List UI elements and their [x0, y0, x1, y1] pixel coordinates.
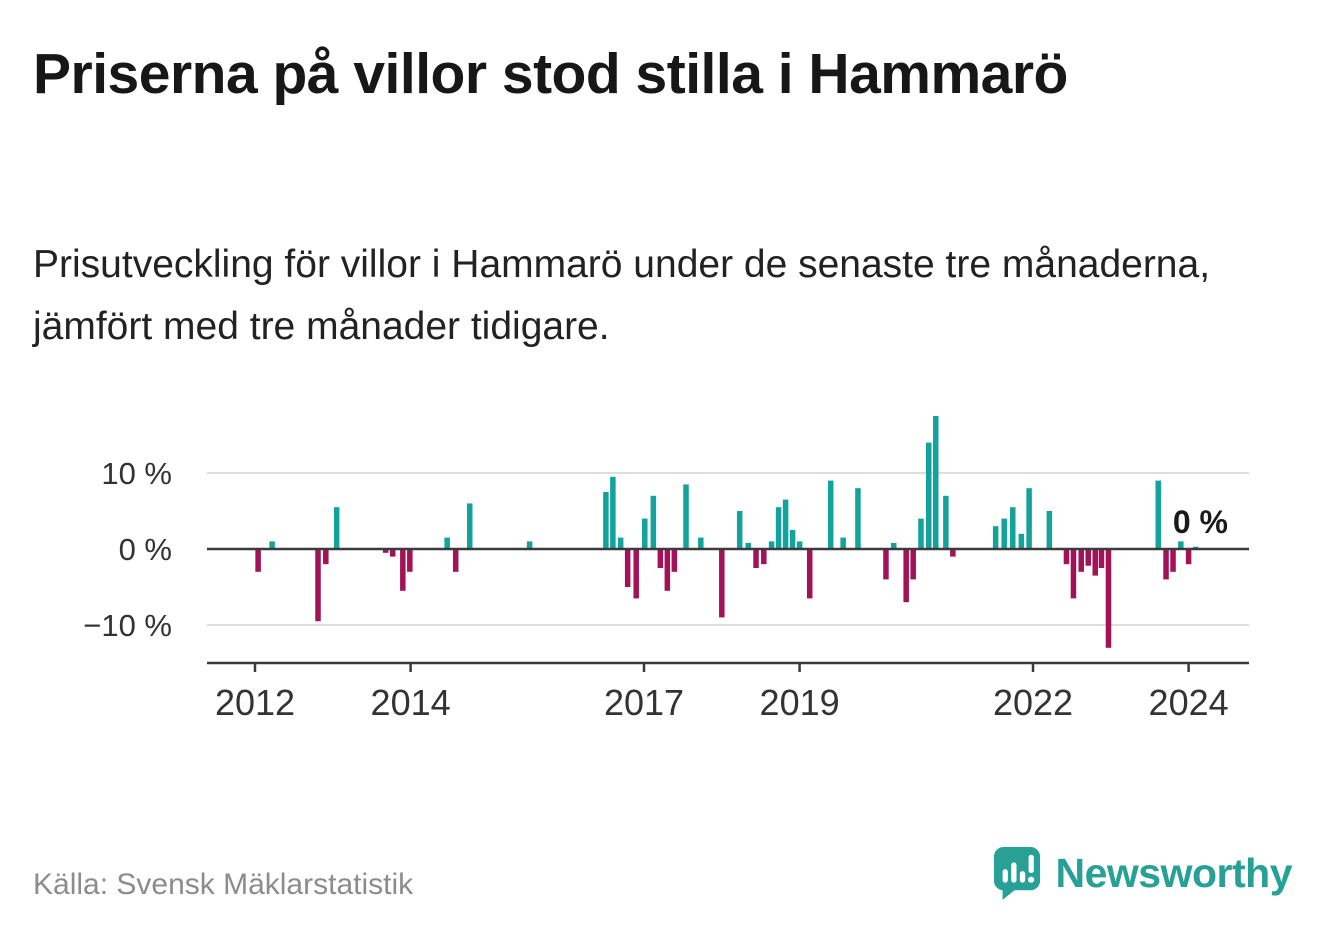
bar — [255, 549, 261, 572]
y-tick-label: 10 % — [101, 456, 172, 491]
bar — [768, 541, 775, 549]
bar — [761, 549, 767, 565]
bar — [1105, 549, 1112, 648]
bar — [992, 526, 999, 549]
bar — [745, 542, 752, 549]
bar — [782, 499, 789, 549]
bar — [1178, 541, 1184, 549]
x-tick-label: 2022 — [993, 682, 1073, 723]
bar — [1063, 549, 1070, 565]
bar — [827, 480, 834, 549]
source-credit: Källa: Svensk Mäklarstatistik — [33, 868, 414, 901]
latest-value-annotation: 0 % — [1173, 504, 1228, 540]
bar — [719, 549, 725, 618]
brand-lockup: Newsworthy — [992, 845, 1293, 901]
bar — [1026, 488, 1032, 549]
bar — [840, 537, 846, 549]
bar — [1098, 549, 1105, 568]
bar — [883, 549, 889, 580]
x-tick-label: 2012 — [215, 682, 295, 723]
bar — [407, 549, 413, 572]
bar — [855, 488, 861, 549]
bar — [400, 549, 406, 591]
bar — [1070, 549, 1077, 599]
bar — [1018, 533, 1025, 549]
bar — [1163, 549, 1169, 580]
bar — [775, 507, 782, 549]
bar — [1092, 549, 1098, 576]
bar — [664, 549, 671, 591]
x-tick-label: 2019 — [760, 682, 840, 723]
bar — [753, 549, 759, 568]
bar — [671, 549, 678, 572]
bar — [789, 530, 796, 549]
chart-subtitle: Prisutveckling för villor i Hammarö unde… — [33, 243, 1211, 349]
newsworthy-logo-icon — [993, 847, 1040, 900]
price-chart: 10 % 0 % −10 % 2012 2014 2017 2019 2022 2024 0 % — [0, 395, 1322, 740]
page-title: Priserna på villor stod stilla i Hammarö — [33, 42, 1068, 106]
bar — [444, 537, 450, 549]
bar — [796, 541, 803, 549]
bar-chart-canvas: 10 % 0 % −10 % 2012 2014 2017 2019 2022 2024 0 % — [83, 416, 1249, 723]
bar — [890, 542, 897, 549]
bar — [950, 549, 956, 557]
bar — [1085, 549, 1091, 566]
bar — [323, 549, 329, 565]
bar — [736, 511, 743, 549]
bar — [466, 503, 473, 549]
x-tick-label: 2024 — [1149, 682, 1229, 723]
bar — [624, 549, 631, 587]
bar — [382, 549, 389, 553]
bar — [698, 537, 704, 549]
bar — [910, 549, 916, 580]
bar — [642, 518, 648, 549]
bar — [633, 549, 639, 599]
bar — [1155, 480, 1162, 549]
bar — [943, 495, 949, 549]
bar — [389, 549, 396, 557]
brand-name: Newsworthy — [1055, 849, 1293, 896]
bar — [603, 492, 609, 549]
bar — [1010, 507, 1016, 549]
bar — [650, 495, 657, 549]
y-tick-label: −10 % — [83, 608, 172, 643]
y-tick-label: 0 % — [119, 532, 172, 567]
bar — [918, 518, 924, 549]
bar — [657, 549, 664, 568]
bar — [1078, 549, 1084, 572]
bar — [1046, 511, 1053, 549]
bar — [925, 442, 932, 549]
bar — [315, 549, 321, 622]
x-tick-label: 2017 — [604, 682, 684, 723]
bar — [452, 549, 459, 572]
bar — [1170, 549, 1176, 572]
bar — [1001, 518, 1007, 549]
x-tick-label: 2014 — [371, 682, 451, 723]
bar — [683, 484, 689, 549]
bar — [526, 541, 533, 549]
bar — [610, 476, 616, 549]
bar — [617, 537, 624, 549]
bar — [806, 549, 813, 599]
bar — [1185, 549, 1192, 565]
bar — [333, 507, 340, 549]
bar — [903, 549, 909, 603]
bar — [269, 541, 275, 549]
bar — [933, 416, 939, 549]
